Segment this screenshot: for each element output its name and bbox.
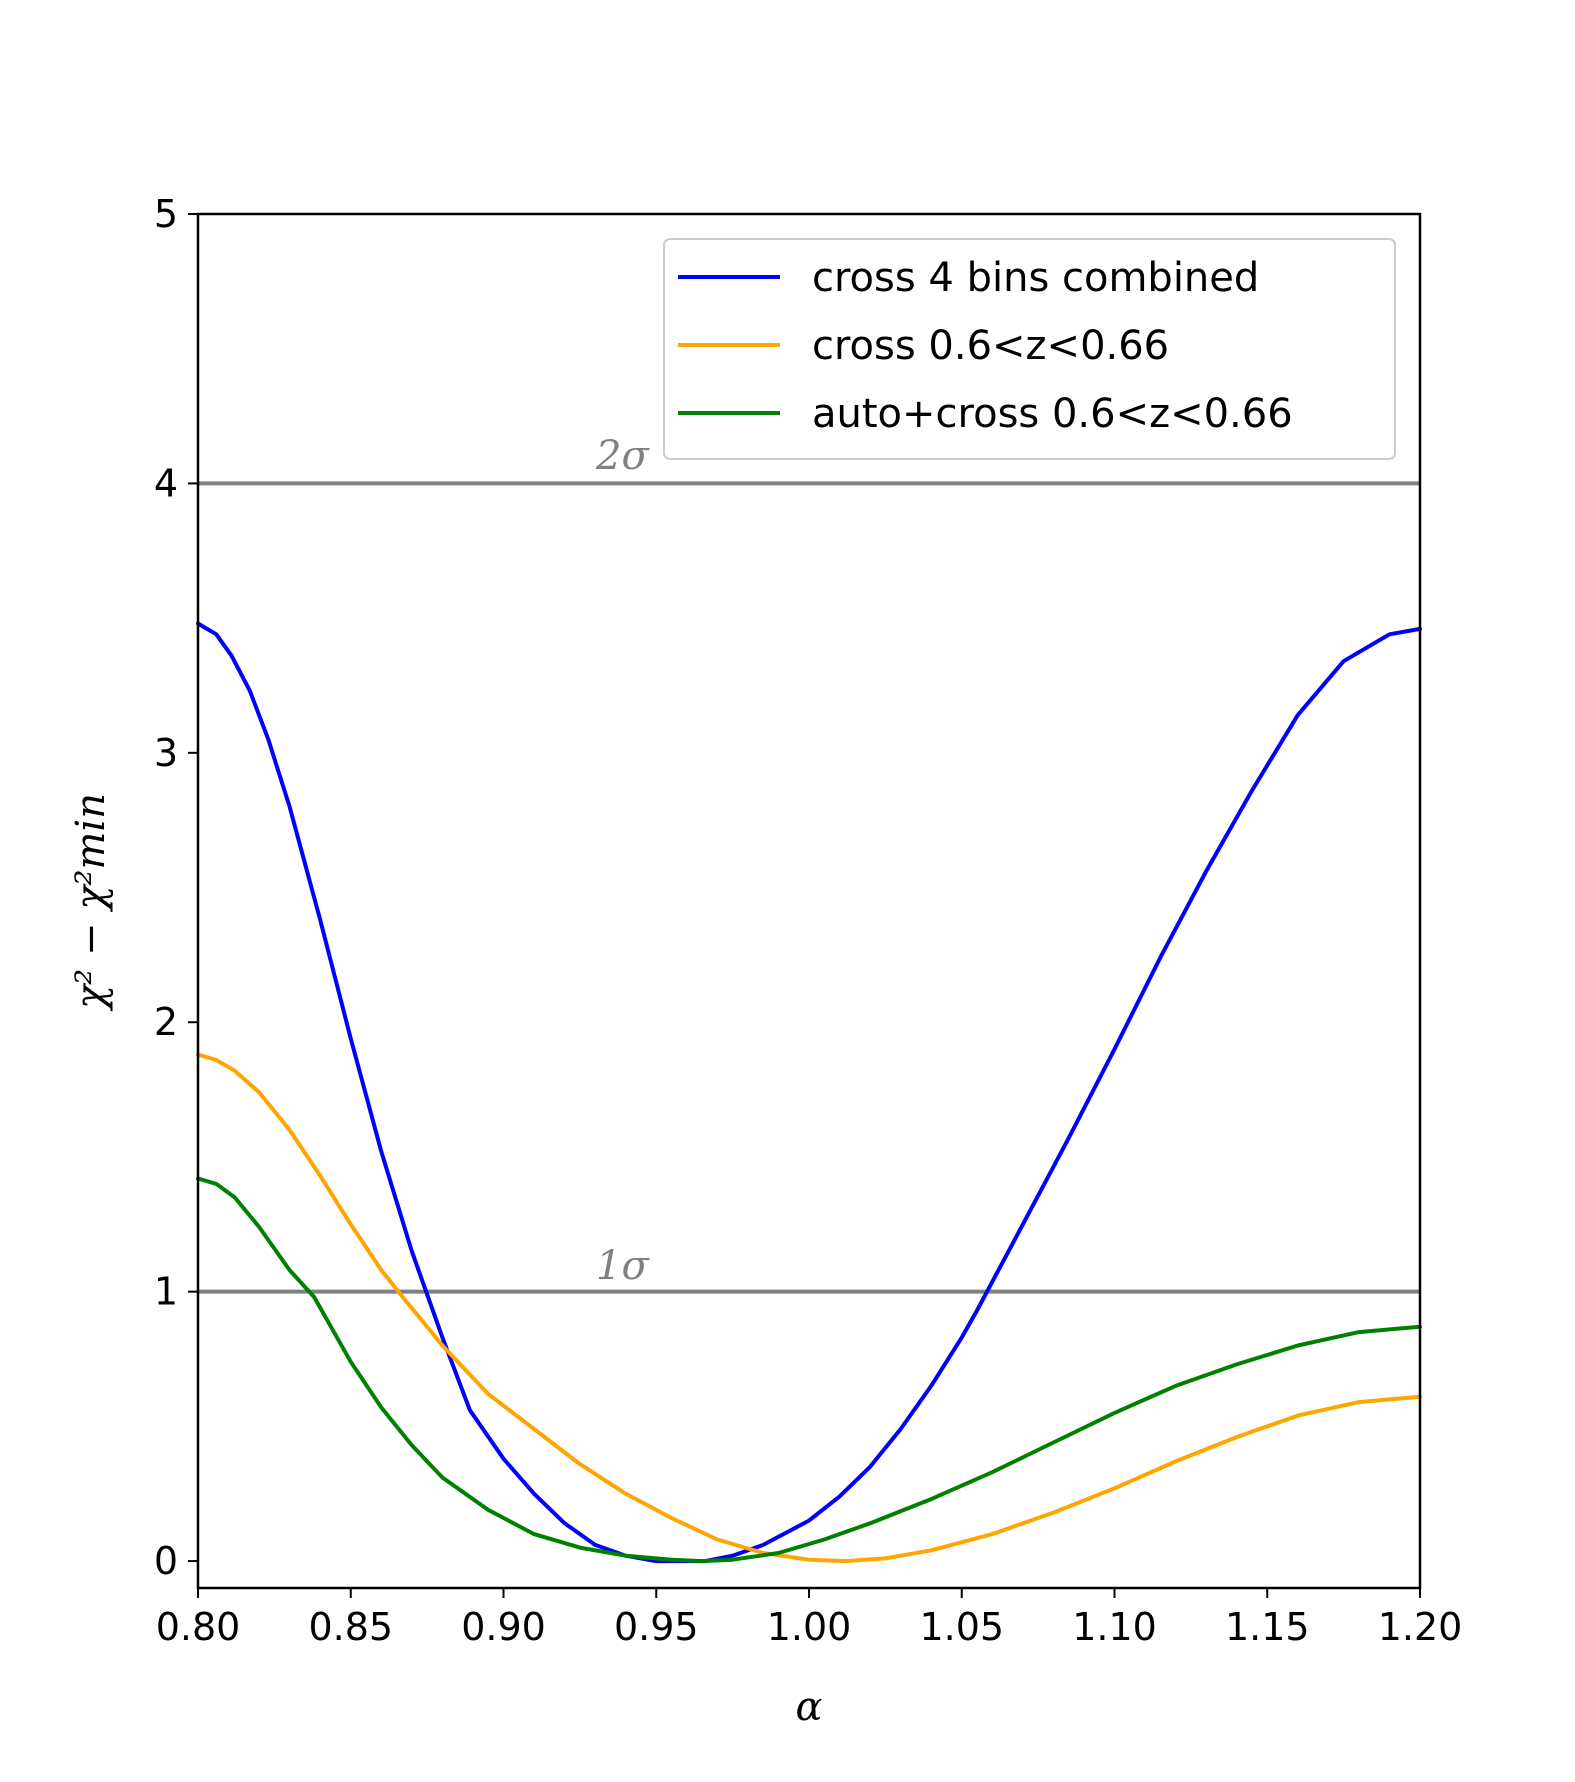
sigma2-label: 2σ (595, 433, 650, 479)
legend-label-auto-cross-z: auto+cross 0.6<z<0.66 (812, 391, 1293, 437)
reference-lines (198, 481, 1420, 1294)
y-tick-label: 4 (154, 461, 178, 505)
legend-label-cross-4-bins: cross 4 bins combined (812, 255, 1259, 301)
x-tick-label: 1.10 (1072, 1605, 1157, 1649)
x-tick-label: 1.00 (767, 1605, 852, 1649)
legend-label-cross-z: cross 0.6<z<0.66 (812, 323, 1169, 369)
y-axis-label: χ² − χ²min (68, 793, 114, 1012)
x-tick-label: 0.85 (308, 1605, 393, 1649)
legend-box (663, 238, 1396, 460)
y-tick-label: 0 (154, 1539, 178, 1583)
y-tick-label: 1 (154, 1270, 178, 1314)
series-line-1 (196, 1052, 1422, 1564)
ticks-layer: 0.80 0.85 0.90 0.95 1.00 1.05 1.10 1.15 1.20 0 1 2 3… (154, 192, 1462, 1649)
x-tick-label: 1.20 (1378, 1605, 1463, 1649)
sigma1-label: 1σ (596, 1243, 650, 1289)
y-tick-label: 2 (154, 1000, 178, 1044)
x-tick-label: 0.90 (461, 1605, 546, 1649)
series-line-2 (196, 1176, 1422, 1564)
x-tick-label: 1.15 (1225, 1605, 1310, 1649)
x-tick-label: 1.05 (919, 1605, 1004, 1649)
legend: cross 4 bins combined cross 0.6<z<0.66 a… (663, 238, 1396, 460)
y-tick-label: 5 (154, 192, 178, 236)
plot-frame (196, 212, 1422, 1590)
y-tick-label: 3 (154, 731, 178, 775)
x-axis-label: α (795, 1684, 822, 1730)
x-tick-label: 0.80 (156, 1605, 241, 1649)
x-tick-label: 0.95 (614, 1605, 699, 1649)
series-layer (196, 621, 1422, 1564)
